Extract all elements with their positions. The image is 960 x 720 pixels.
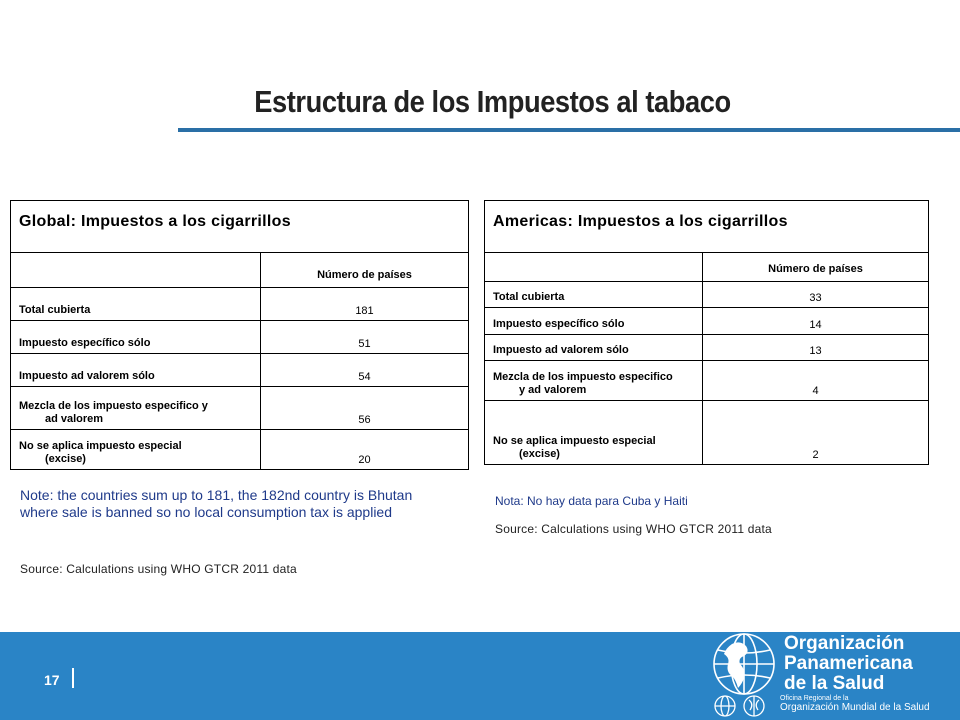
americas-table-corner-cell: [484, 252, 703, 282]
row-label: No se aplica impuesto especial (excise): [484, 400, 703, 465]
americas-table-source: Source: Calculations using WHO GTCR 2011…: [495, 522, 772, 536]
row-label: Impuesto específico sólo: [484, 307, 703, 335]
americas-table-column-header: Número de países: [701, 252, 930, 282]
row-label: Mezcla de los impuesto especifico y ad v…: [10, 386, 261, 430]
row-value: 51: [260, 320, 469, 354]
row-value: 13: [701, 334, 930, 361]
row-label-line1: Mezcla de los impuesto especifico y: [19, 400, 208, 412]
row-label: Impuesto ad valorem sólo: [484, 334, 703, 361]
row-label-line2: (excise): [45, 453, 86, 465]
row-label-line1: No se aplica impuesto especial: [493, 435, 656, 447]
table-row: Mezcla de los impuesto especifico y ad v…: [484, 360, 930, 401]
footer-bar: [0, 632, 960, 720]
global-table-source: Source: Calculations using WHO GTCR 2011…: [20, 562, 297, 576]
row-label-line1: Mezcla de los impuesto especifico: [493, 371, 673, 383]
page-number: 17: [44, 672, 60, 688]
row-label: Impuesto ad valorem sólo: [10, 353, 261, 387]
row-value: 4: [701, 360, 930, 401]
organization-name-line2: Panamericana: [784, 653, 913, 674]
table-row: Total cubierta 181: [10, 287, 469, 321]
americas-table-heading: Americas: Impuestos a los cigarrillos: [483, 200, 930, 253]
global-table-corner-cell: [10, 252, 261, 288]
row-label-line2: y ad valorem: [519, 384, 587, 396]
row-label: Mezcla de los impuesto especifico y ad v…: [484, 360, 703, 401]
row-value: 20: [260, 429, 469, 470]
page-number-divider: [72, 668, 74, 688]
globe-americas-emblem-icon: [713, 633, 775, 717]
table-row: Impuesto ad valorem sólo 54: [10, 353, 469, 387]
table-row: No se aplica impuesto especial (excise) …: [10, 429, 469, 470]
row-label: Total cubierta: [10, 287, 261, 321]
table-row: Total cubierta 33: [484, 281, 930, 308]
americas-table-note: Nota: No hay data para Cuba y Haiti: [495, 494, 688, 508]
row-label: Impuesto específico sólo: [10, 320, 261, 354]
row-value: 181: [260, 287, 469, 321]
row-label: No se aplica impuesto especial (excise): [10, 429, 261, 470]
row-label: Total cubierta: [484, 281, 703, 308]
title-underline: [178, 128, 960, 132]
organization-name-line3: de la Salud: [784, 673, 885, 694]
organization-subtitle: Oficina Regional de la Organización Mund…: [780, 694, 930, 713]
table-row: Mezcla de los impuesto especifico y ad v…: [10, 386, 469, 430]
row-value: 56: [260, 386, 469, 430]
organization-name-line1: Organización: [784, 633, 905, 654]
global-table-heading: Global: Impuestos a los cigarrillos: [10, 200, 469, 253]
global-cigarette-tax-table: Global: Impuestos a los cigarrillos Núme…: [10, 200, 469, 470]
table-row: Impuesto específico sólo 51: [10, 320, 469, 354]
row-value: 2: [701, 400, 930, 465]
table-row: Impuesto ad valorem sólo 13: [484, 334, 930, 361]
slide-title: Estructura de los Impuestos al tabaco: [254, 84, 731, 119]
row-label-line1: No se aplica impuesto especial: [19, 440, 182, 452]
row-value: 54: [260, 353, 469, 387]
table-row: Impuesto específico sólo 14: [484, 307, 930, 335]
global-table-column-header: Número de países: [260, 252, 469, 288]
organization-subtitle-line1: Oficina Regional de la: [780, 695, 849, 702]
americas-cigarette-tax-table: Americas: Impuestos a los cigarrillos Nú…: [483, 200, 930, 465]
organization-subtitle-line2: Organización Mundial de la Salud: [780, 702, 930, 713]
row-label-line2: ad valorem: [45, 413, 104, 425]
row-value: 33: [701, 281, 930, 308]
row-label-line2: (excise): [519, 448, 560, 460]
row-value: 14: [701, 307, 930, 335]
global-table-note: Note: the countries sum up to 181, the 1…: [20, 487, 413, 520]
organization-name: Organización Panamericana de la Salud: [784, 634, 913, 694]
table-row: No se aplica impuesto especial (excise) …: [484, 400, 930, 465]
